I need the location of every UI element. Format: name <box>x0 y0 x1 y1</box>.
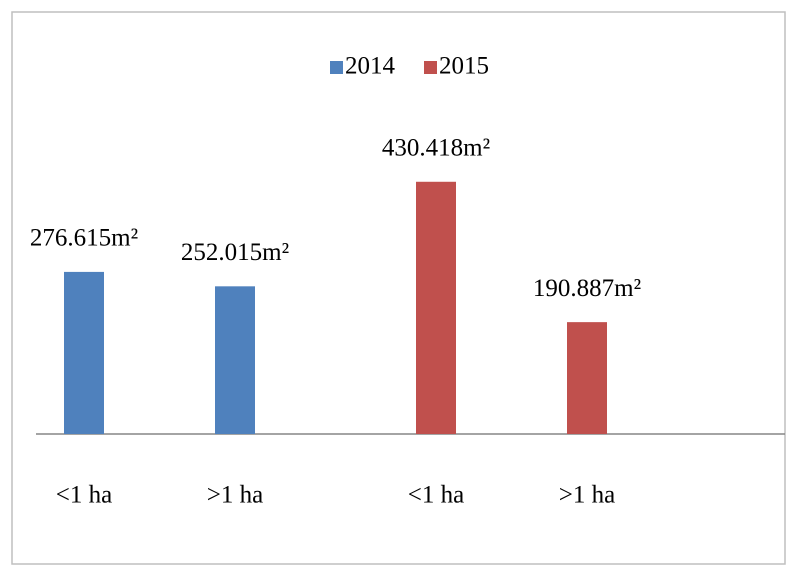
x-tick-label: <1 ha <box>56 482 112 509</box>
x-tick-label: >1 ha <box>559 482 615 509</box>
bar <box>215 286 255 434</box>
data-label: 430.418m² <box>382 135 490 162</box>
x-tick-label: >1 ha <box>207 482 263 509</box>
data-label: 190.887m² <box>533 275 641 302</box>
bar <box>64 271 104 434</box>
chart-frame <box>11 11 786 565</box>
legend-label: 2015 <box>439 53 489 80</box>
legend-label: 2014 <box>345 53 396 80</box>
bar <box>567 322 607 434</box>
legend-swatch <box>330 61 343 74</box>
bar <box>416 181 456 434</box>
legend-swatch <box>424 61 437 74</box>
x-tick-label: <1 ha <box>408 482 464 509</box>
data-label: 252.015m² <box>181 239 289 266</box>
data-label: 276.615m² <box>30 225 138 252</box>
